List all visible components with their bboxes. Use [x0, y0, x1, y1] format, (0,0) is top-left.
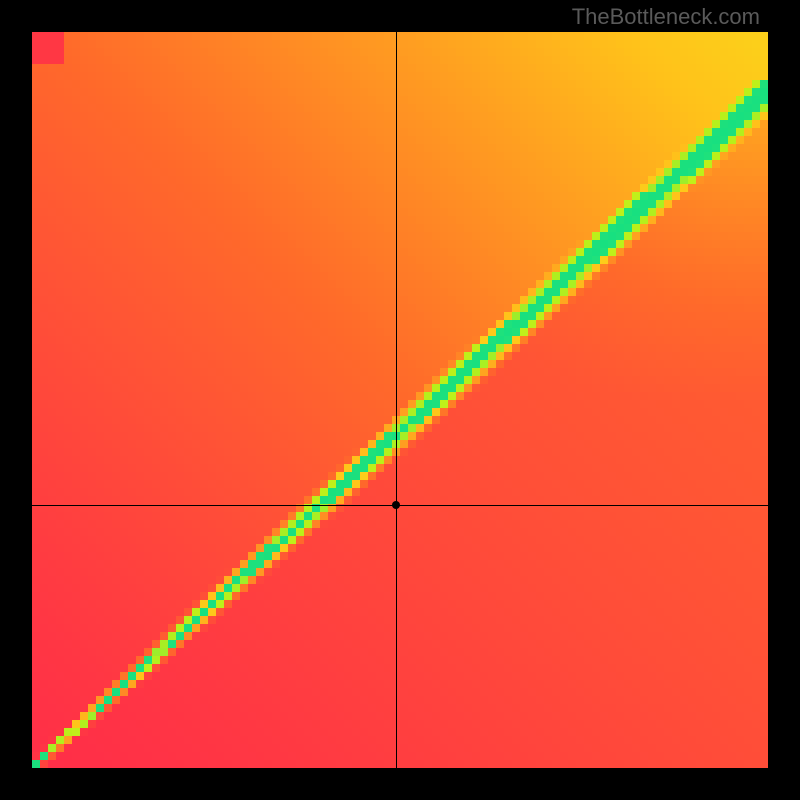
crosshair-vertical: [396, 32, 397, 768]
watermark-text: TheBottleneck.com: [572, 4, 760, 30]
plot-area: [32, 32, 768, 768]
crosshair-horizontal: [32, 505, 768, 506]
chart-container: TheBottleneck.com: [0, 0, 800, 800]
heatmap-canvas: [32, 32, 768, 768]
marker-dot: [392, 501, 400, 509]
